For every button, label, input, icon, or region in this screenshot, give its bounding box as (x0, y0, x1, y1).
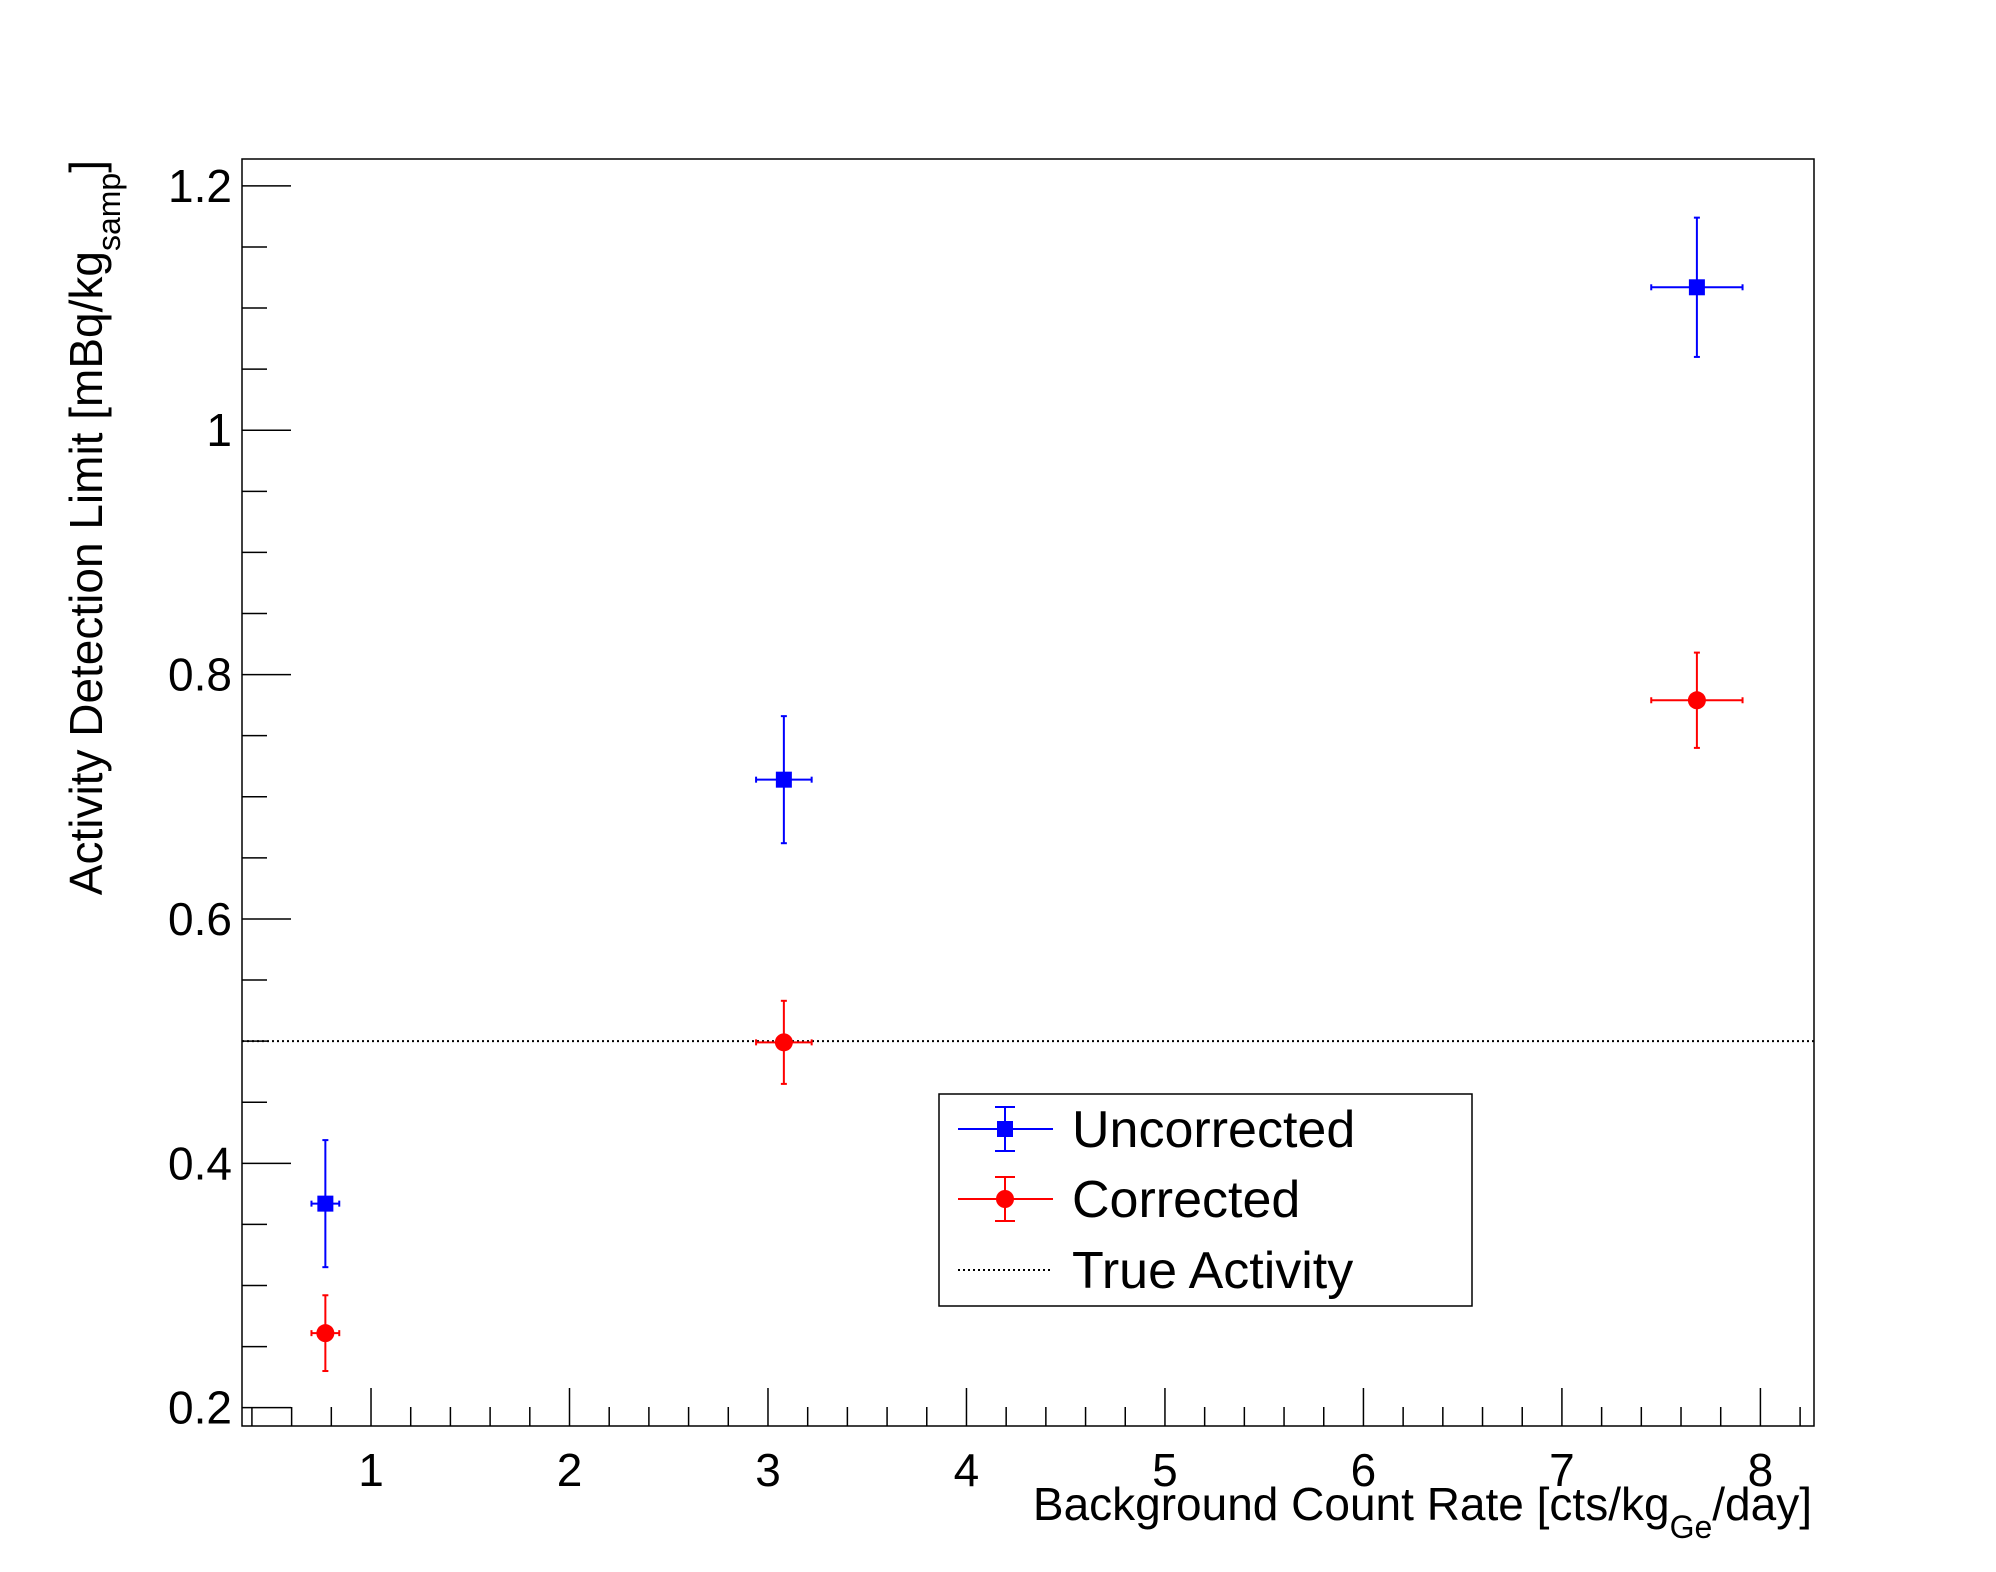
y-tick-label: 0.6 (168, 893, 232, 945)
plot-frame (241, 158, 1815, 1427)
legend-entry-uncorrected: Uncorrected (958, 1101, 1355, 1159)
data-point-corrected (310, 1294, 341, 1373)
marker-circle (774, 1033, 793, 1052)
y-tick-label: 0.4 (168, 1137, 232, 1189)
x-tick-label: 2 (557, 1444, 583, 1496)
legend: Uncorrected Corrected True Activity (938, 1093, 1473, 1307)
y-axis-title: Activity Detection Limit [mBq/kgsamp] (60, 160, 127, 895)
legend-label-uncorrected: Uncorrected (1072, 1101, 1355, 1159)
data-point-uncorrected (310, 1139, 341, 1269)
legend-label-true-activity: True Activity (1072, 1242, 1353, 1300)
y-tick-label: 0.8 (168, 649, 232, 701)
x-tick-label: 8 (1748, 1444, 1774, 1496)
marker-square (317, 1195, 334, 1212)
y-tick-label: 1.2 (168, 160, 232, 212)
x-tick-label: 5 (1152, 1444, 1178, 1496)
legend-entry-corrected: Corrected (958, 1171, 1300, 1229)
y-tick-label: 0.2 (168, 1382, 232, 1434)
x-tick-label: 6 (1351, 1444, 1377, 1496)
x-axis-title: Background Count Rate [cts/kgGe/day] (1033, 1478, 1812, 1545)
legend-marker-square (997, 1121, 1013, 1137)
data-point-uncorrected (1650, 216, 1744, 358)
y-tick-label: 1 (206, 404, 232, 456)
data-point-uncorrected (755, 715, 813, 845)
axes: 1 2 3 4 5 6 7 8 0.2 0.4 0.6 0.8 1 1.2 (168, 160, 1801, 1496)
x-tick-label: 4 (954, 1444, 980, 1496)
marker-circle (316, 1324, 335, 1343)
x-tick-label: 3 (755, 1444, 781, 1496)
legend-label-corrected: Corrected (1072, 1171, 1300, 1229)
legend-marker-circle (996, 1190, 1014, 1208)
marker-circle (1687, 691, 1706, 710)
marker-square (775, 771, 792, 788)
data-points (310, 216, 1744, 1373)
data-point-corrected (1650, 651, 1744, 749)
legend-entry-true-activity: True Activity (958, 1242, 1353, 1300)
marker-square (1688, 279, 1705, 296)
data-point-corrected (755, 999, 813, 1085)
x-tick-label: 7 (1549, 1444, 1575, 1496)
x-tick-label: 1 (358, 1444, 384, 1496)
